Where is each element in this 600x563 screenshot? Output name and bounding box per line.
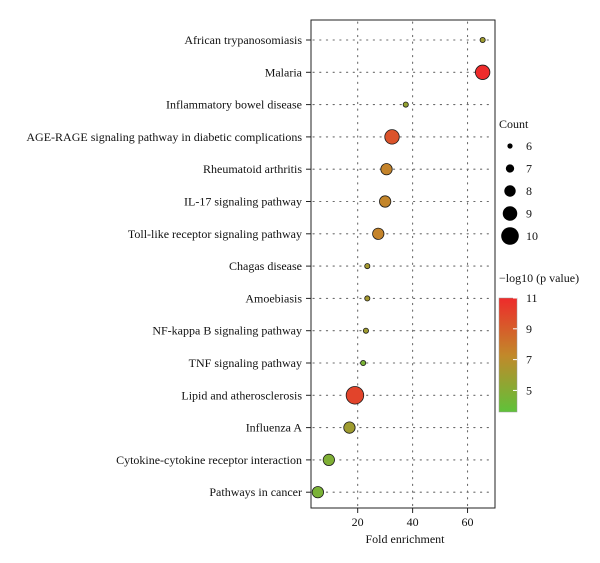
data-point [322,453,335,466]
x-axis-title: Fold enrichment [366,532,446,546]
category-label: African trypanosomiasis [184,33,302,47]
category-label: Influenza A [246,421,303,435]
category-label: TNF signaling pathway [189,356,302,370]
size-legend-title: Count [499,117,529,131]
x-tick-label: 20 [352,515,364,529]
data-point [402,101,409,108]
category-label: Lipid and atherosclerosis [181,388,302,402]
size-legend-label: 6 [526,139,532,153]
data-point [362,327,369,334]
category-label: Toll-like receptor signaling pathway [128,227,302,241]
size-legend-label: 7 [526,162,532,176]
plot-frame [310,19,496,509]
data-point [364,295,371,302]
data-point [379,195,392,208]
category-label: IL-17 signaling pathway [184,195,302,209]
size-legend-dot [501,227,519,245]
size-legend-label: 8 [526,184,532,198]
category-label: Cytokine-cytokine receptor interaction [116,453,302,467]
category-label: Chagas disease [229,259,302,273]
data-point [364,263,371,270]
x-tick-label: 60 [462,515,474,529]
category-label: Amoebiasis [245,291,302,305]
category-label: NF-kappa B signaling pathway [152,324,302,338]
size-legend: Count 6 7 8 9 10 [499,117,538,245]
color-legend-title: −log10 (p value) [499,271,579,285]
size-legend-label: 10 [526,229,538,243]
x-axis: 20 40 60 [352,508,474,529]
data-points [311,37,491,499]
color-legend-label: 9 [526,322,532,336]
category-label: AGE-RAGE signaling pathway in diabetic c… [26,130,302,144]
size-legend-dot [504,185,516,197]
data-point [380,163,393,176]
data-point [360,359,367,366]
data-point [372,227,385,240]
data-point [479,37,486,44]
category-label: Pathways in cancer [209,485,302,499]
data-point [474,64,491,80]
data-point [343,421,356,434]
data-point [384,129,400,145]
size-legend-label: 9 [526,207,532,221]
category-label: Malaria [265,65,303,79]
size-legend-dot [505,164,515,173]
color-legend-label: 11 [526,291,538,305]
category-label: Inflammatory bowel disease [166,98,302,112]
color-legend-label: 5 [526,383,532,397]
data-point [345,386,365,405]
data-point [311,486,324,499]
color-legend-label: 7 [526,353,532,367]
category-labels: African trypanosomiasis Malaria Inflammato… [26,33,311,499]
size-legend-dot [507,143,513,149]
color-legend: −log10 (p value) 5 7 9 11 [498,271,579,413]
x-tick-label: 40 [407,515,419,529]
grid-lines [312,21,494,507]
color-legend-bar [498,297,518,413]
size-legend-dot [502,206,518,221]
category-label: Rheumatoid arthritis [203,162,302,176]
